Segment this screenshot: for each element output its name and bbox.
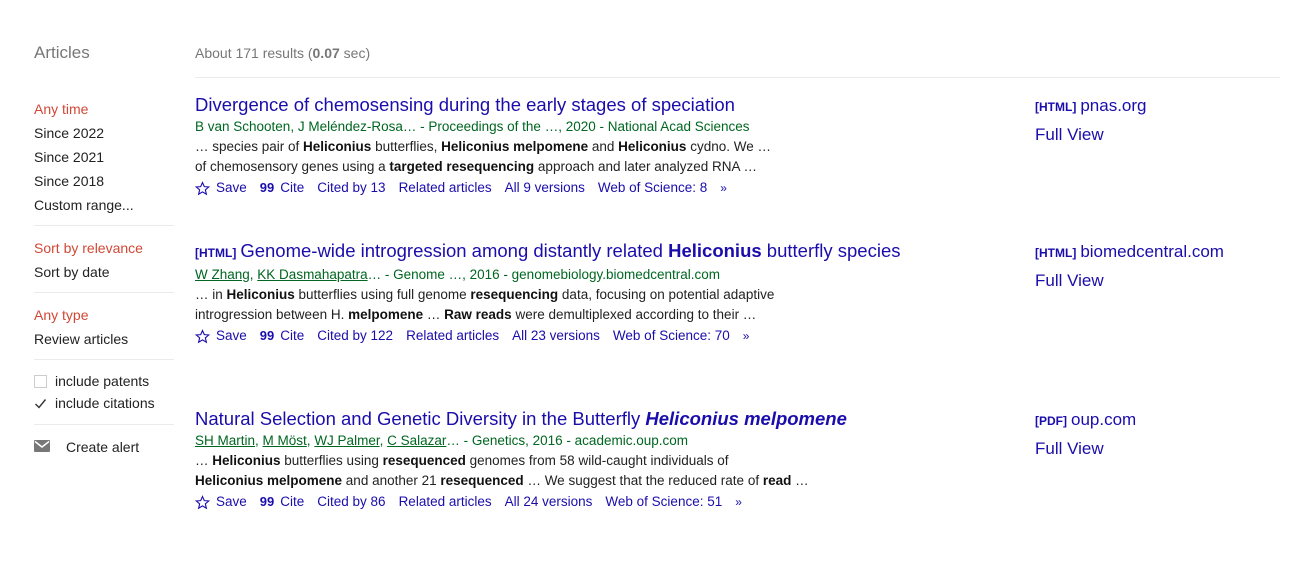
filter-since-2021[interactable]: Since 2021 [34,149,105,165]
result-format-tag: [HTML] [195,246,237,260]
results-prefix: About 171 results ( [195,45,313,61]
web-of-science-link[interactable]: Web of Science: 8 [597,180,708,195]
filter-any-type[interactable]: Any type [34,307,89,323]
author-link[interactable]: W Zhang [195,267,250,282]
result-meta: W Zhang, KK Dasmahapatra… - Genome …, 20… [195,267,721,282]
cited-by-link[interactable]: Cited by 13 [317,180,386,195]
result-item: Divergence of chemosensing during the ea… [195,93,985,239]
star-icon [195,494,210,510]
fulltext-source-link[interactable]: [HTML] biomedcentral.com [1035,242,1224,261]
full-view-link[interactable]: Full View [1035,439,1104,458]
save-button[interactable]: Save [195,325,247,347]
quote-icon: 99 [259,328,275,343]
section-title: Articles [34,43,90,62]
save-button[interactable]: Save [195,491,247,513]
cite-button[interactable]: 99 Cite [260,177,304,199]
sidebar-divider [34,424,174,425]
create-alert-button[interactable]: Create alert [34,439,179,455]
checkbox-unchecked-icon [34,374,47,388]
result-meta: B van Schooten, J Meléndez-Rosa… - Proce… [195,119,750,134]
related-articles-link[interactable]: Related articles [398,494,492,509]
result-actions: Save 99 Cite Cited by 13 Related articles… [195,177,985,199]
more-chevron-icon[interactable]: » [735,495,742,509]
author-link[interactable]: C Salazar [387,433,447,448]
result-title-link[interactable]: Natural Selection and Genetic Diversity … [195,408,847,429]
create-alert-label: Create alert [66,439,140,455]
related-articles-link[interactable]: Related articles [406,328,500,343]
sort-by-date[interactable]: Sort by date [34,264,110,280]
include-patents-label: include patents [55,373,150,389]
result-item: Natural Selection and Genetic Diversity … [195,407,985,513]
include-citations-label: include citations [55,395,155,411]
fulltext-link-group: [HTML] pnas.org Full View [1035,95,1295,146]
sidebar-divider [34,292,174,293]
star-icon [195,180,210,196]
cite-button[interactable]: 99 Cite [260,325,304,347]
star-icon [195,328,210,344]
result-snippet: … Heliconius butterflies using resequenc… [195,453,729,468]
sidebar-divider [34,359,174,360]
result-item: [HTML] Genome-wide introgression among di… [195,239,985,407]
full-view-link[interactable]: Full View [1035,125,1104,144]
author-link[interactable]: KK Dasmahapatra [257,267,368,282]
result-snippet: Heliconius melpomene and another 21 rese… [195,473,809,488]
cited-by-link[interactable]: Cited by 122 [317,328,394,343]
filter-review-articles[interactable]: Review articles [34,331,129,347]
filter-since-2018[interactable]: Since 2018 [34,173,105,189]
cite-button[interactable]: 99 Cite [260,491,304,513]
quote-icon: 99 [259,494,275,509]
author-link[interactable]: SH Martin [195,433,256,448]
fulltext-link-group: [HTML] biomedcentral.com Full View [1035,241,1295,292]
all-versions-link[interactable]: All 24 versions [504,494,593,509]
results-time: 0.07 [312,45,340,61]
fulltext-source-link[interactable]: [HTML] pnas.org [1035,96,1147,115]
sidebar-divider [34,225,174,226]
result-title-link[interactable]: [HTML] Genome-wide introgression among di… [195,240,901,261]
filter-sidebar: Any time Since 2022 Since 2021 Since 201… [34,97,179,455]
result-snippet: … species pair of Heliconius butterflies… [195,139,771,154]
cited-by-link[interactable]: Cited by 86 [317,494,386,509]
fulltext-source-link[interactable]: [PDF] oup.com [1035,410,1137,429]
sort-by-relevance[interactable]: Sort by relevance [34,240,143,256]
author-link[interactable]: WJ Palmer [314,433,380,448]
quote-icon: 99 [259,180,275,195]
all-versions-link[interactable]: All 23 versions [512,328,600,343]
web-of-science-link[interactable]: Web of Science: 51 [605,494,723,509]
more-chevron-icon[interactable]: » [720,181,727,195]
all-versions-link[interactable]: All 9 versions [504,180,585,195]
envelope-icon [34,439,50,455]
related-articles-link[interactable]: Related articles [398,180,492,195]
results-list: Divergence of chemosensing during the ea… [195,93,985,513]
results-suffix: sec) [339,45,371,61]
results-count: About 171 results (0.07 sec) [195,45,370,61]
result-title-link[interactable]: Divergence of chemosensing during the ea… [195,94,735,115]
fulltext-link-group: [PDF] oup.com Full View [1035,409,1295,460]
checkmark-icon [34,397,47,410]
filter-since-2022[interactable]: Since 2022 [34,125,105,141]
result-snippet: … in Heliconius butterflies using full g… [195,287,775,302]
result-snippet: of chemosensory genes using a targeted r… [195,159,758,174]
web-of-science-link[interactable]: Web of Science: 70 [612,328,730,343]
header-divider [195,77,1280,78]
more-chevron-icon[interactable]: » [742,329,750,343]
full-view-link[interactable]: Full View [1035,271,1104,290]
result-actions: Save 99 Cite Cited by 86 Related articles… [195,491,985,513]
include-citations-checkbox[interactable]: include citations [34,392,179,414]
save-button[interactable]: Save [195,177,247,199]
result-meta: SH Martin, M Möst, WJ Palmer, C Salazar…… [195,433,688,448]
result-snippet: introgression between H. melpomene … Raw… [195,307,757,322]
result-actions: Save 99 Cite Cited by 122 Related article… [195,325,985,347]
include-patents-checkbox[interactable]: include patents [34,370,179,392]
author-link[interactable]: M Möst [262,433,307,448]
filter-any-time[interactable]: Any time [34,101,89,117]
filter-custom-range[interactable]: Custom range... [34,197,134,213]
